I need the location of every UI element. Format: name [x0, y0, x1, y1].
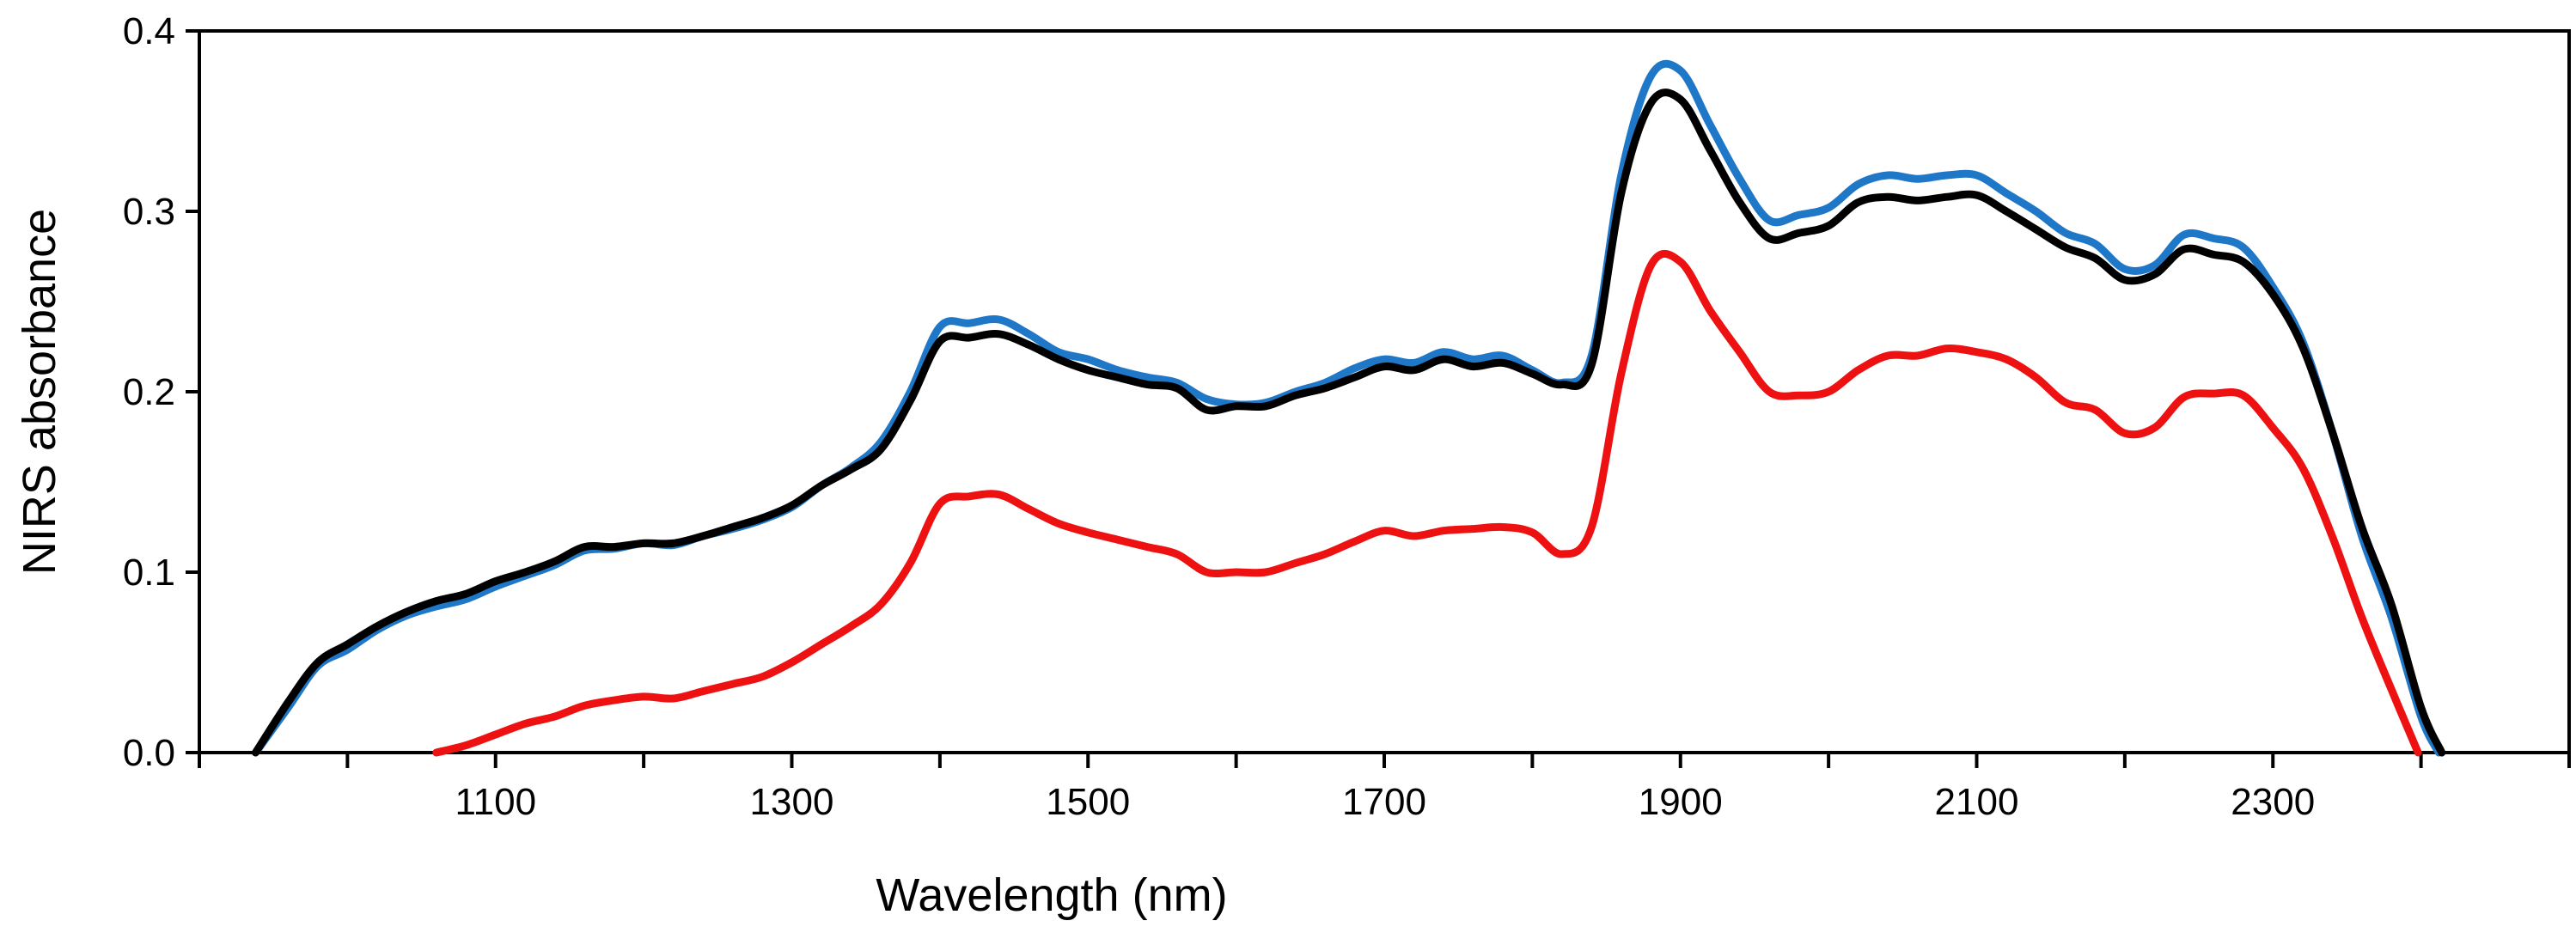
y-tick-label: 0.0 — [123, 732, 175, 774]
series-line-black-spectrum — [252, 88, 2446, 757]
y-tick-label: 0.1 — [123, 552, 175, 594]
x-tick-label: 2300 — [2231, 781, 2315, 823]
y-tick-label: 0.3 — [123, 191, 175, 233]
x-tick-label: 1100 — [455, 781, 536, 823]
x-axis-title: Wavelength (nm) — [876, 869, 1227, 921]
x-tick-label: 1900 — [1639, 781, 1723, 823]
x-axis-ticks: 1100 1300 1500 1700 1900 2100 2300 — [198, 753, 2571, 823]
y-tick-label: 0.4 — [123, 10, 175, 52]
x-tick-label: 1700 — [1342, 781, 1426, 823]
y-axis-title: NIRS absorbance — [14, 209, 65, 575]
y-tick-label: 0.2 — [123, 371, 175, 413]
series-line-red-spectrum — [432, 249, 2422, 757]
x-tick-label: 2100 — [1935, 781, 2019, 823]
y-axis-ticks: 0.0 0.1 0.2 0.3 0.4 — [123, 10, 199, 774]
x-tick-label: 1500 — [1046, 781, 1130, 823]
x-tick-label: 1300 — [750, 781, 834, 823]
series-layer — [252, 59, 2446, 757]
series-line-blue-spectrum — [252, 59, 2443, 757]
